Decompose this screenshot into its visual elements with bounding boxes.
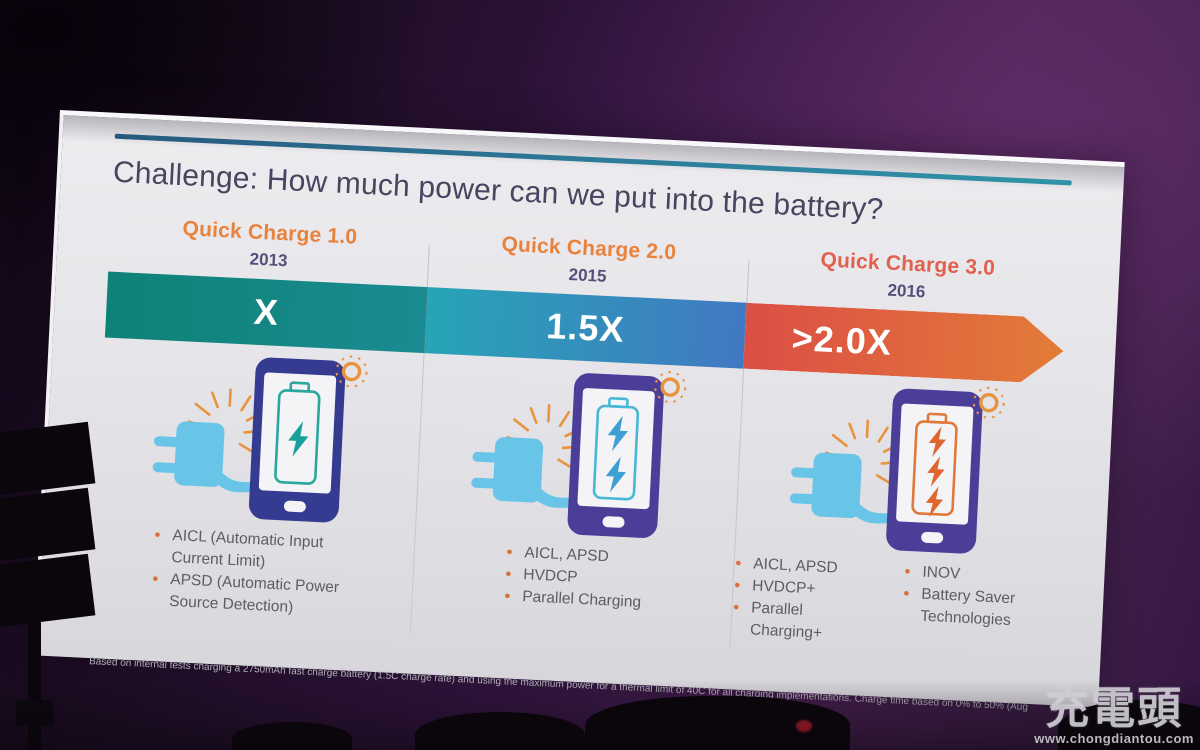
qc3-feature-list: AICL, APSD HVDCP+ Parallel Charging+ INO… — [730, 552, 1053, 655]
qc3-arrow-segment: >2.0X — [743, 303, 1065, 385]
qc1-arrow-segment: X — [104, 271, 428, 354]
projection-screen: Challenge: How much power can we put int… — [33, 110, 1125, 714]
qc2-arrow-segment: 1.5X — [424, 287, 747, 369]
list-item: Parallel Charging+ — [730, 596, 875, 647]
lightning-bolt-x3 — [926, 426, 947, 517]
audience-head-silhouette — [415, 712, 585, 750]
list-item: Battery Saver Technologies — [900, 583, 1052, 634]
spark-circle-icon — [654, 371, 687, 404]
qc2-feature-list: AICL, APSD HVDCP Parallel Charging — [411, 537, 734, 640]
line-array-speaker-silhouette — [0, 421, 98, 638]
phone-home-button — [602, 516, 625, 528]
watermark: 充電頭 www.chongdiantou.com — [1034, 684, 1194, 747]
audience-head-silhouette — [232, 722, 352, 750]
slide: Challenge: How much power can we put int… — [37, 131, 1124, 723]
chongdiantou-logo: 充電頭 — [1045, 684, 1184, 733]
lightning-bolt-x2 — [605, 415, 628, 493]
charger-plug-icon — [152, 421, 262, 493]
watermark-url: www.chongdiantou.com — [1034, 731, 1194, 746]
phone-home-button — [283, 500, 306, 513]
phone-home-button — [921, 531, 944, 544]
battery-outline-icon — [911, 412, 959, 517]
list-item: APSD (Automatic Power Source Detection) — [149, 568, 356, 622]
phone-charging-icon-qc1 — [96, 343, 424, 534]
qc1-feature-list: AICL (Automatic Input Current Limit) APS… — [92, 521, 415, 624]
lightning-bolt-x1 — [287, 421, 309, 457]
audience-head-silhouette — [1058, 700, 1200, 750]
phone-charging-icon-qc2 — [415, 359, 743, 550]
phone-charging-icon-qc3 — [734, 375, 1062, 566]
red-earpiece-glow — [796, 720, 812, 732]
spark-circle-icon — [973, 386, 1006, 419]
battery-outline-icon — [273, 381, 321, 485]
spark-circle-icon — [335, 355, 368, 388]
battery-outline-icon — [592, 396, 640, 501]
charger-plug-icon — [790, 452, 900, 524]
